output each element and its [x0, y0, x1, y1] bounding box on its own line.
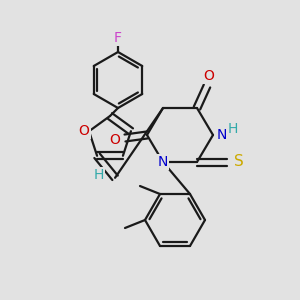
Text: N: N: [158, 155, 168, 169]
Text: O: O: [204, 69, 214, 83]
Text: H: H: [94, 168, 104, 182]
Text: S: S: [234, 154, 244, 169]
Text: N: N: [217, 128, 227, 142]
Text: F: F: [114, 31, 122, 45]
Text: O: O: [110, 133, 120, 147]
Text: H: H: [228, 122, 238, 136]
Text: O: O: [79, 124, 89, 138]
